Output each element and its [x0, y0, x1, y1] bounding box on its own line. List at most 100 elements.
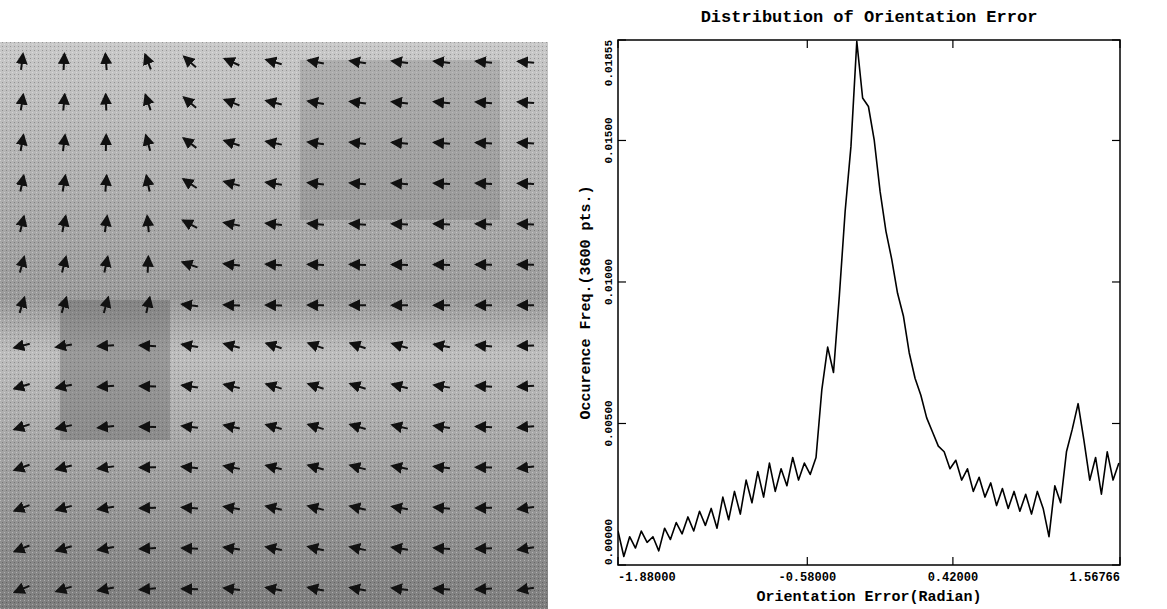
- flow-arrow: [140, 588, 156, 589]
- flow-arrow: [140, 385, 156, 388]
- flow-arrow: [476, 507, 492, 509]
- flow-arrow: [392, 61, 408, 63]
- flow-arrow: [350, 343, 365, 348]
- flow-arrow: [308, 224, 324, 225]
- flow-arrow: [182, 385, 198, 387]
- flow-arrow: [224, 141, 239, 146]
- x-tick-label: 0.42000: [928, 571, 978, 585]
- flow-arrow: [434, 61, 450, 63]
- flow-arrow: [434, 588, 450, 591]
- flow-arrow: [350, 101, 366, 103]
- x-tick-top: [807, 40, 808, 48]
- flow-arrow: [392, 425, 408, 429]
- flow-arrow: [225, 59, 240, 65]
- flow-arrow: [350, 61, 366, 64]
- flow-arrow: [15, 546, 30, 552]
- flow-arrow: [266, 101, 282, 105]
- flow-arrow: [182, 304, 198, 306]
- flow-arrow: [224, 344, 239, 348]
- flow-arrow: [392, 183, 408, 184]
- flow-arrow: [476, 223, 492, 226]
- flow-arrow: [476, 182, 492, 185]
- flow-arrow: [266, 343, 281, 348]
- y-tick: [618, 281, 626, 282]
- flow-arrow: [392, 102, 408, 104]
- flow-arrow: [308, 547, 324, 551]
- flow-arrow: [266, 588, 282, 591]
- flow-arrow: [14, 344, 29, 348]
- flow-arrow: [98, 507, 114, 509]
- flow-arrow: [518, 61, 534, 62]
- flow-arrow: [434, 344, 450, 347]
- flow-arrow: [308, 587, 324, 590]
- y-tick-right: [1112, 281, 1120, 282]
- flow-arrow: [518, 588, 534, 591]
- flow-arrow: [14, 424, 29, 429]
- flow-arrow: [350, 183, 366, 184]
- flow-arrow: [146, 176, 149, 192]
- flow-arrow: [62, 298, 67, 313]
- flow-arrow: [476, 345, 492, 346]
- flow-arrow: [21, 135, 24, 151]
- flow-arrow: [182, 588, 198, 590]
- flow-arrow: [56, 465, 72, 469]
- flow-arrow: [266, 506, 282, 510]
- flow-arrow: [14, 505, 29, 511]
- flow-arrow: [266, 182, 282, 184]
- flow-arrow: [182, 262, 197, 267]
- flow-arrow: [105, 216, 107, 232]
- flow-arrow: [266, 60, 281, 64]
- flow-arrow: [14, 465, 29, 470]
- flow-arrow: [224, 588, 240, 590]
- flow-arrow: [392, 344, 407, 348]
- flow-image: [0, 42, 548, 609]
- x-tick-label: -1.88000: [618, 571, 676, 585]
- flow-arrow: [266, 425, 281, 429]
- flow-arrow: [184, 97, 196, 107]
- flow-arrow: [184, 138, 197, 148]
- flow-arrow: [434, 426, 450, 428]
- flow-arrow: [434, 548, 450, 549]
- flow-arrow: [224, 384, 240, 388]
- flow-arrow: [21, 95, 23, 111]
- flow-arrow: [56, 587, 71, 592]
- flow-arrow: [140, 547, 156, 550]
- flow-arrow: [20, 176, 23, 192]
- page: Distribution of Orientation Error-1.8800…: [0, 0, 1167, 609]
- flow-arrow: [147, 216, 149, 232]
- flow-arrow: [182, 426, 198, 428]
- x-tick-top: [1119, 40, 1120, 48]
- flow-arrow: [56, 385, 72, 388]
- flow-arrow: [224, 507, 240, 510]
- y-tick: [618, 140, 626, 141]
- flow-arrow: [182, 507, 198, 508]
- x-tick-label: -0.58000: [778, 571, 836, 585]
- flow-arrow: [56, 546, 71, 550]
- flow-arrow: [105, 176, 106, 192]
- flow-arrow: [434, 142, 450, 143]
- flow-arrow: [308, 304, 324, 306]
- flow-arrow: [266, 384, 281, 389]
- flow-arrow: [518, 223, 534, 226]
- flow-arrow: [105, 54, 106, 70]
- y-tick-label: 0.01500: [603, 117, 615, 163]
- flow-arrow: [518, 102, 534, 103]
- flow-arrow: [224, 425, 240, 428]
- flow-arrow: [392, 466, 408, 469]
- flow-arrow: [98, 344, 114, 347]
- flow-arrow: [392, 304, 408, 306]
- flow-arrow: [62, 216, 65, 232]
- flow-arrow: [266, 264, 282, 265]
- x-tick-label: 1.56766: [1070, 571, 1120, 585]
- flow-arrow: [434, 385, 450, 388]
- flow-arrow: [392, 384, 408, 388]
- flow-arrow: [147, 257, 150, 273]
- flow-arrow: [98, 386, 114, 387]
- flow-arrow: [146, 135, 150, 150]
- flow-arrow: [476, 426, 492, 429]
- x-tick: [1119, 557, 1120, 565]
- flow-arrow: [56, 344, 72, 347]
- flow-arrow: [350, 506, 366, 510]
- flow-arrow: [434, 223, 450, 226]
- flow-arrow: [15, 586, 30, 592]
